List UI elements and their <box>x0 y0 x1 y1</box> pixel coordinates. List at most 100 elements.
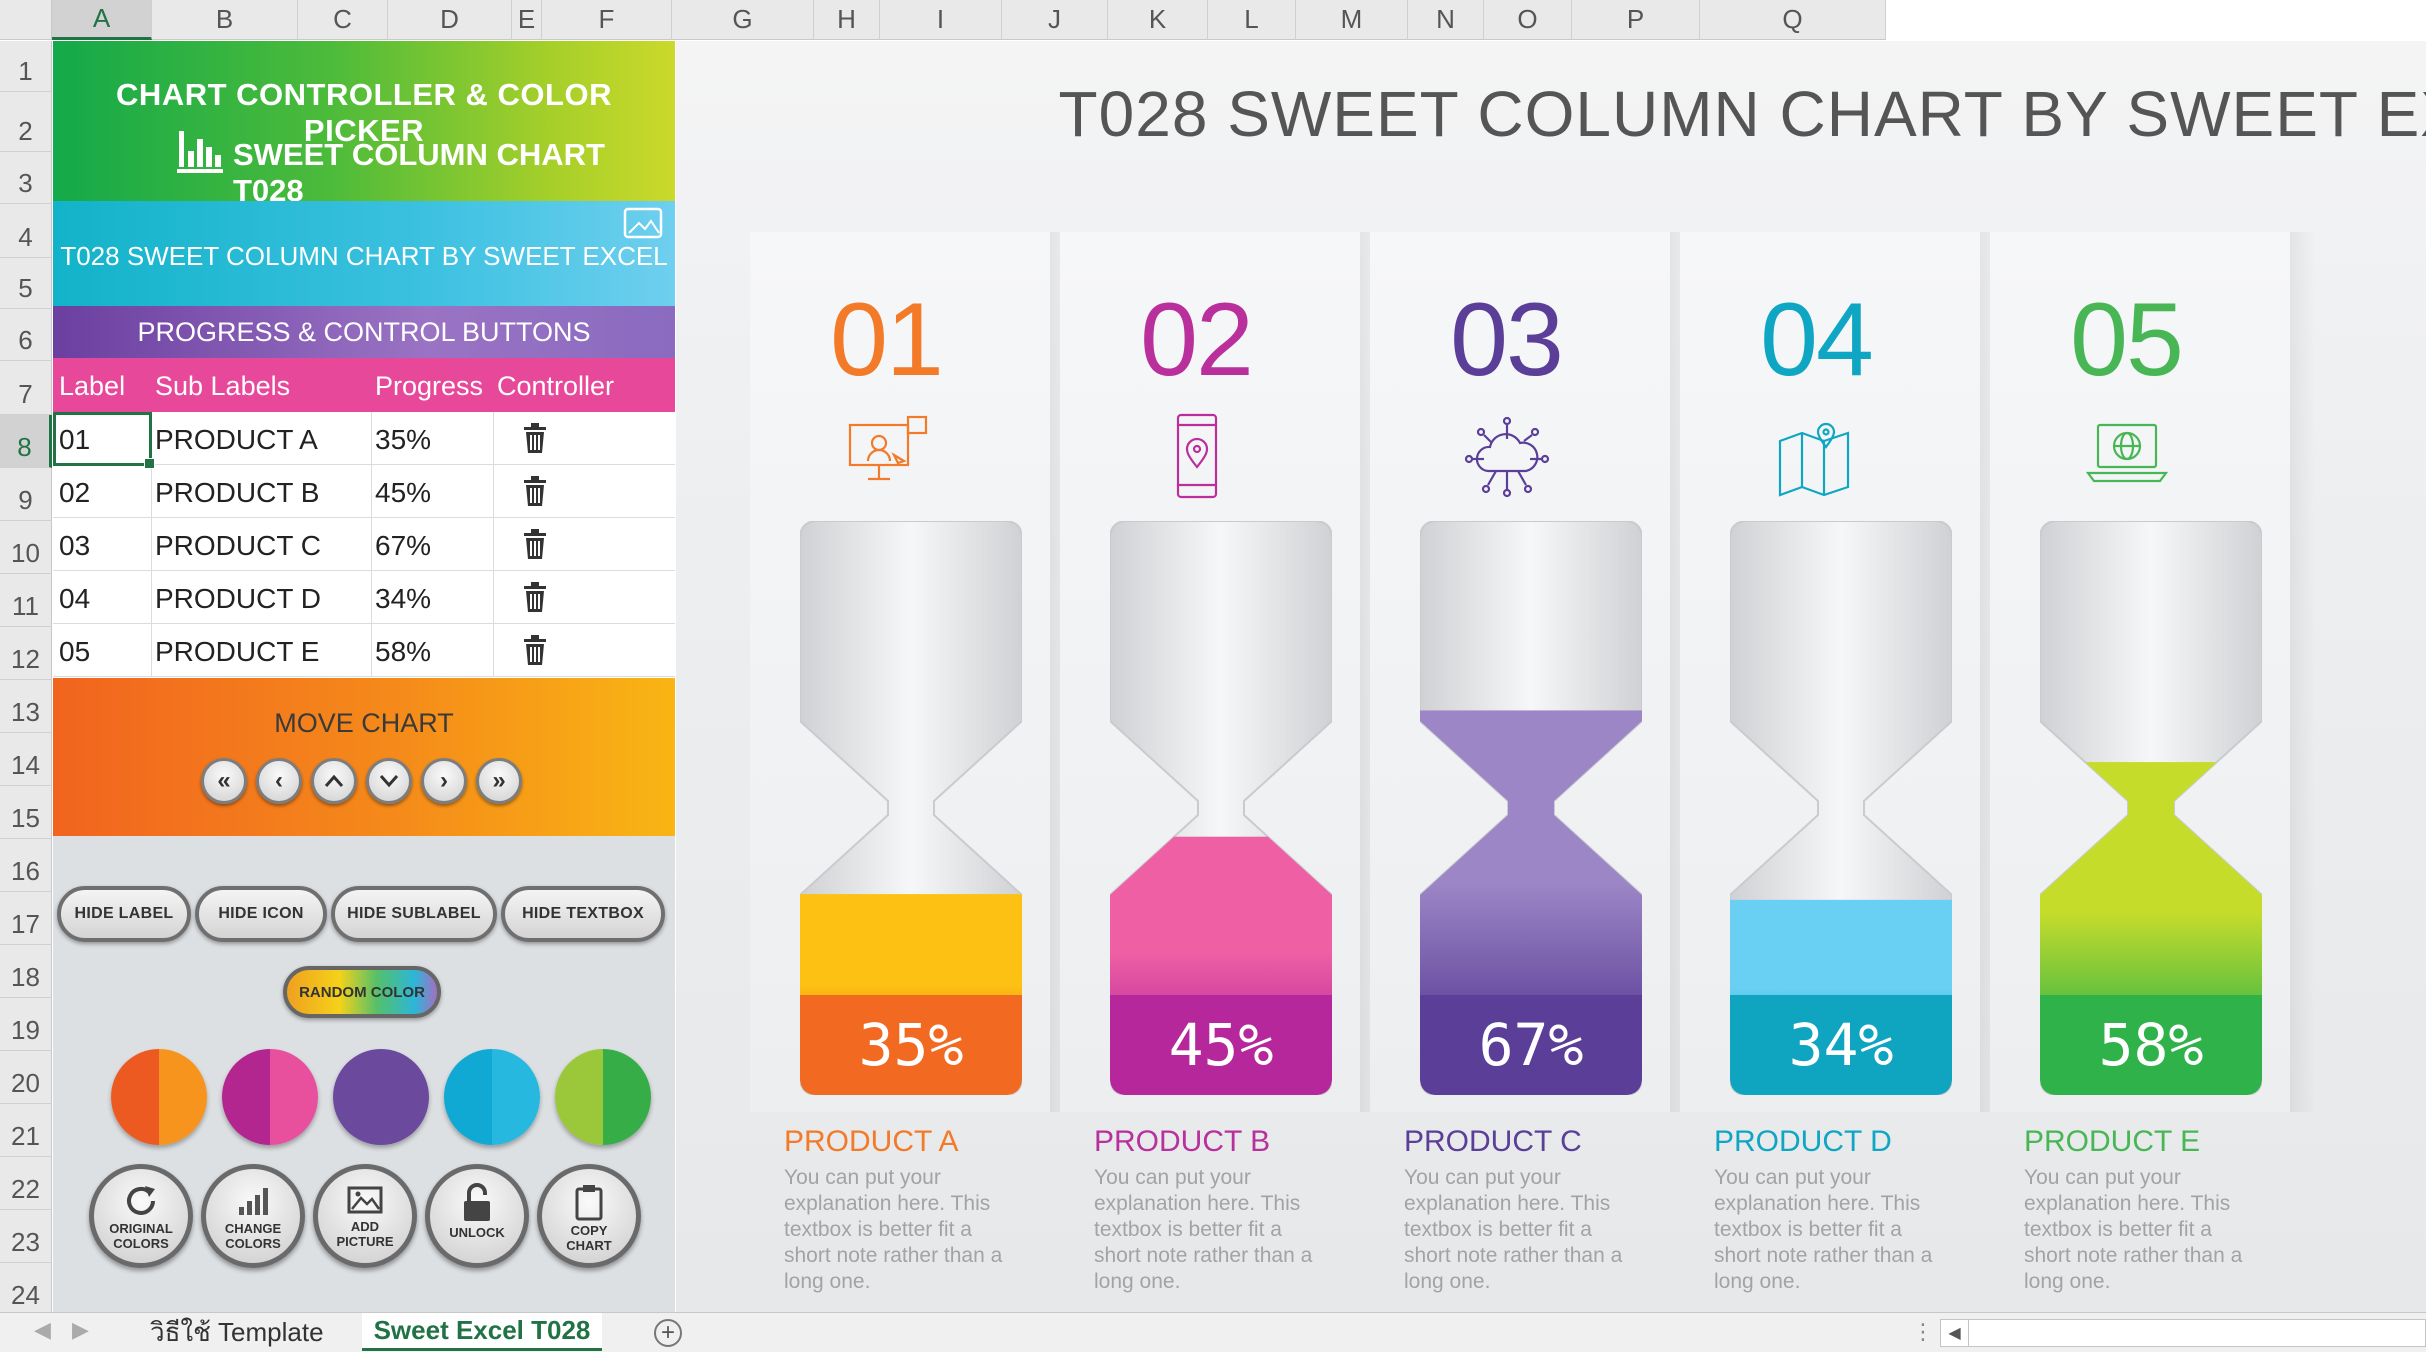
trash-icon[interactable] <box>521 581 549 613</box>
tab-scroll-left-icon[interactable]: ◀ <box>34 1317 51 1342</box>
column-header-c[interactable]: C <box>298 0 388 40</box>
row-header-14[interactable]: 14 <box>0 733 52 786</box>
row-label[interactable]: 01 <box>59 424 91 455</box>
row-header-15[interactable]: 15 <box>0 786 52 839</box>
add-sheet-icon[interactable]: + <box>654 1319 682 1347</box>
move-right-icon[interactable]: › <box>421 758 467 804</box>
trash-icon[interactable] <box>521 422 549 454</box>
move-left-icon[interactable]: ‹ <box>256 758 302 804</box>
select-all-corner[interactable] <box>0 0 52 40</box>
column-header-f[interactable]: F <box>542 0 672 40</box>
row-header-18[interactable]: 18 <box>0 945 52 998</box>
horizontal-scrollbar[interactable]: ◀ <box>1940 1319 2426 1347</box>
change-colors-button[interactable]: CHANGE COLORS <box>201 1164 305 1268</box>
hourglass-bar[interactable]: 58% <box>2040 521 2262 1095</box>
row-header-21[interactable]: 21 <box>0 1104 52 1157</box>
hide-textbox-button[interactable]: HIDE TEXTBOX <box>501 886 665 942</box>
row-header-4[interactable]: 4 <box>0 204 52 258</box>
row-header-5[interactable]: 5 <box>0 258 52 309</box>
tab-scroll-right-icon[interactable]: ▶ <box>72 1317 89 1342</box>
row-sub-label[interactable]: PRODUCT E <box>155 636 320 667</box>
column-header-j[interactable]: J <box>1002 0 1108 40</box>
row-header-24[interactable]: 24 <box>0 1263 52 1316</box>
random-color-button[interactable]: RANDOM COLOR <box>283 966 441 1018</box>
row-header-16[interactable]: 16 <box>0 839 52 892</box>
hourglass-bar[interactable]: 35% <box>800 521 1022 1095</box>
trash-icon[interactable] <box>521 528 549 560</box>
row-header-23[interactable]: 23 <box>0 1210 52 1263</box>
move-last-icon[interactable]: » <box>476 758 522 804</box>
more-options-icon[interactable]: ⋮ <box>1912 1319 1934 1344</box>
add-picture-button[interactable]: ADD PICTURE <box>313 1164 417 1268</box>
row-header-7[interactable]: 7 <box>0 361 52 415</box>
tab-sweet-excel-t028[interactable]: Sweet Excel T028 <box>362 1313 602 1351</box>
color-swatch-1[interactable] <box>111 1049 207 1145</box>
original-colors-button[interactable]: ORIGINAL COLORS <box>89 1164 193 1268</box>
row-progress[interactable]: 58% <box>375 636 432 667</box>
row-header-17[interactable]: 17 <box>0 892 52 945</box>
color-swatch-5[interactable] <box>555 1049 651 1145</box>
hide-label-button[interactable]: HIDE LABEL <box>57 886 191 942</box>
hide-icon-button[interactable]: HIDE ICON <box>195 886 327 942</box>
hide-sublabel-button[interactable]: HIDE SUBLABEL <box>331 886 497 942</box>
column-header-m[interactable]: M <box>1296 0 1408 40</box>
move-first-icon[interactable]: « <box>201 758 247 804</box>
scroll-left-icon[interactable]: ◀ <box>1941 1320 1969 1346</box>
product-description[interactable]: You can put your explanation here. This … <box>1404 1166 1623 1293</box>
color-swatch-2[interactable] <box>222 1049 318 1145</box>
color-swatch-4[interactable] <box>444 1049 540 1145</box>
row-progress[interactable]: 34% <box>375 583 432 614</box>
row-sub-label[interactable]: PRODUCT B <box>155 477 320 508</box>
row-sub-label[interactable]: PRODUCT C <box>155 530 321 561</box>
row-progress[interactable]: 45% <box>375 477 432 508</box>
column-header-n[interactable]: N <box>1408 0 1484 40</box>
copy-chart-button[interactable]: COPY CHART <box>537 1164 641 1268</box>
tab-how-to-use[interactable]: วิธีใช้ Template <box>150 1316 324 1347</box>
row-progress[interactable]: 67% <box>375 530 432 561</box>
row-progress[interactable]: 35% <box>375 424 432 455</box>
column-header-l[interactable]: L <box>1208 0 1296 40</box>
row-header-3[interactable]: 3 <box>0 152 52 204</box>
color-swatch-3[interactable] <box>333 1049 429 1145</box>
column-header-q[interactable]: Q <box>1700 0 1886 40</box>
hourglass-bar[interactable]: 34% <box>1730 521 1952 1095</box>
row-sub-label[interactable]: PRODUCT D <box>155 583 321 614</box>
product-description[interactable]: You can put your explanation here. This … <box>784 1166 1003 1293</box>
row-header-6[interactable]: 6 <box>0 309 52 361</box>
column-header-e[interactable]: E <box>512 0 542 40</box>
row-header-22[interactable]: 22 <box>0 1157 52 1210</box>
row-label[interactable]: 02 <box>59 477 91 508</box>
row-header-13[interactable]: 13 <box>0 680 52 733</box>
column-header-h[interactable]: H <box>814 0 880 40</box>
column-header-b[interactable]: B <box>152 0 298 40</box>
row-header-10[interactable]: 10 <box>0 521 52 574</box>
row-sub-label[interactable]: PRODUCT A <box>155 424 318 455</box>
trash-icon[interactable] <box>521 475 549 507</box>
column-header-a[interactable]: A <box>52 0 152 40</box>
row-label[interactable]: 03 <box>59 530 91 561</box>
active-cell[interactable] <box>53 412 155 469</box>
picture-icon[interactable] <box>623 207 663 239</box>
hourglass-bar[interactable]: 45% <box>1110 521 1332 1095</box>
hourglass-bar[interactable]: 67% <box>1420 521 1642 1095</box>
row-header-11[interactable]: 11 <box>0 574 52 627</box>
row-header-1[interactable]: 1 <box>0 41 52 92</box>
column-header-g[interactable]: G <box>672 0 814 40</box>
product-description[interactable]: You can put your explanation here. This … <box>1714 1166 1933 1293</box>
row-header-9[interactable]: 9 <box>0 468 52 521</box>
row-label[interactable]: 05 <box>59 636 91 667</box>
row-header-20[interactable]: 20 <box>0 1051 52 1104</box>
row-label[interactable]: 04 <box>59 583 91 614</box>
chart-area[interactable]: T028 SWEET COLUMN CHART BY SWEET EXCEL 0… <box>676 41 2426 1312</box>
row-header-12[interactable]: 12 <box>0 627 52 680</box>
column-header-k[interactable]: K <box>1108 0 1208 40</box>
trash-icon[interactable] <box>521 634 549 666</box>
move-down-icon[interactable] <box>366 758 412 804</box>
unlock-button[interactable]: UNLOCK <box>425 1164 529 1268</box>
column-header-p[interactable]: P <box>1572 0 1700 40</box>
product-description[interactable]: You can put your explanation here. This … <box>2024 1166 2243 1293</box>
column-header-d[interactable]: D <box>388 0 512 40</box>
row-header-19[interactable]: 19 <box>0 998 52 1051</box>
product-description[interactable]: You can put your explanation here. This … <box>1094 1166 1313 1293</box>
move-up-icon[interactable] <box>311 758 357 804</box>
